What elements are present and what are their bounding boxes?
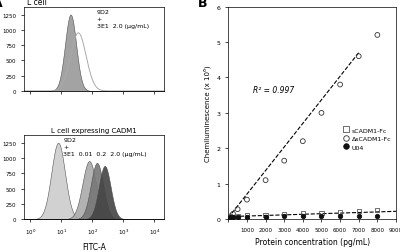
Point (356, 55, 362, 59)
Point (225, 216, 232, 220)
Text: 9D2
+
3E1  0.01  0.2  2.0 (μg/mL): 9D2 + 3E1 0.01 0.2 2.0 (μg/mL) (63, 138, 147, 157)
Point (356, 209, 362, 213)
Point (300, 214, 306, 218)
Point (337, 210, 343, 214)
Point (318, 211, 325, 215)
Point (230, 212, 236, 216)
Point (300, 212, 306, 216)
Point (281, 214, 288, 218)
Point (337, 83, 343, 87)
Legend: sCADM1-Fc, ΔsCADM1-Fc, U04: sCADM1-Fc, ΔsCADM1-Fc, U04 (342, 127, 393, 151)
Point (281, 212, 288, 216)
Text: B: B (198, 0, 208, 10)
X-axis label: FITC-A: FITC-A (82, 242, 106, 250)
Point (374, 208, 380, 212)
Point (262, 213, 269, 217)
Point (356, 214, 362, 218)
Point (225, 216, 232, 220)
Point (318, 111, 325, 115)
Point (300, 140, 306, 144)
Point (244, 215, 250, 219)
Point (230, 215, 236, 219)
Point (337, 214, 343, 218)
Point (234, 214, 241, 218)
Point (262, 215, 269, 219)
Y-axis label: Chemiluminescence (x 10⁶): Chemiluminescence (x 10⁶) (204, 65, 211, 162)
Point (228, 215, 234, 219)
Point (374, 34, 380, 38)
Point (228, 214, 234, 218)
Point (230, 215, 236, 219)
Point (374, 214, 380, 218)
Text: L cell: L cell (27, 0, 47, 7)
Title: L cell expressing CADM1: L cell expressing CADM1 (51, 128, 137, 134)
Text: A: A (0, 0, 3, 10)
Point (228, 215, 234, 219)
Point (225, 215, 232, 219)
Point (234, 207, 241, 211)
Point (318, 214, 325, 218)
Point (281, 159, 288, 163)
Point (244, 198, 250, 202)
Point (262, 178, 269, 182)
X-axis label: Protein concentration (pg/mL): Protein concentration (pg/mL) (254, 237, 370, 246)
Text: 9D2
+
3E1  2.0 (μg/mL): 9D2 + 3E1 2.0 (μg/mL) (97, 10, 149, 29)
Point (234, 215, 241, 219)
Point (244, 214, 250, 218)
Text: R² = 0.997: R² = 0.997 (254, 85, 295, 94)
